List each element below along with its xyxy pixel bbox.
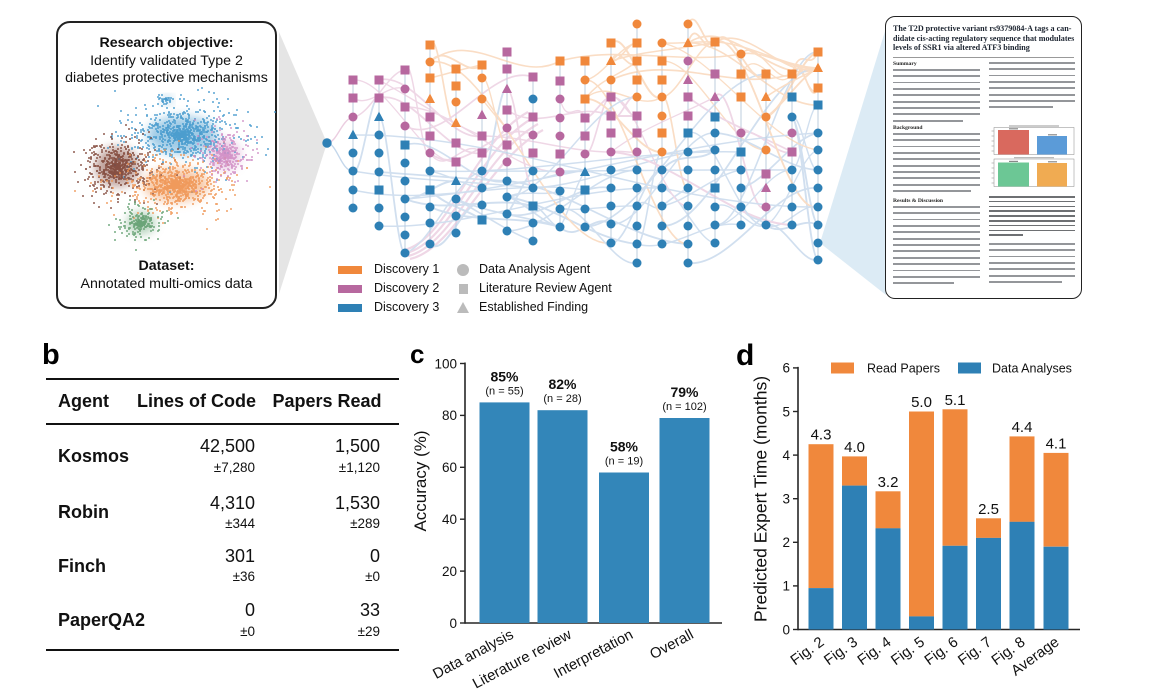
svg-text:4.4: 4.4 xyxy=(1012,419,1033,436)
svg-text:5: 5 xyxy=(782,404,790,419)
svg-text:Accuracy (%): Accuracy (%) xyxy=(411,430,430,531)
svg-text:Overall: Overall xyxy=(647,627,696,663)
svg-text:Fig. 5: Fig. 5 xyxy=(889,634,928,669)
svg-text:5.1: 5.1 xyxy=(945,392,966,409)
svg-text:58%: 58% xyxy=(610,439,639,455)
svg-text:0: 0 xyxy=(449,616,457,631)
svg-text:60: 60 xyxy=(442,460,457,475)
svg-text:82%: 82% xyxy=(548,376,577,392)
svg-text:Fig. 6: Fig. 6 xyxy=(922,634,961,669)
svg-text:85%: 85% xyxy=(490,368,519,384)
svg-text:4.1: 4.1 xyxy=(1046,435,1067,452)
svg-text:3.2: 3.2 xyxy=(878,474,899,491)
svg-text:20: 20 xyxy=(442,564,457,579)
svg-text:Fig. 4: Fig. 4 xyxy=(855,634,894,669)
svg-text:Read Papers: Read Papers xyxy=(867,362,940,376)
svg-text:(n = 19): (n = 19) xyxy=(605,456,643,468)
svg-text:Literature review: Literature review xyxy=(470,627,574,693)
svg-text:4.3: 4.3 xyxy=(811,427,832,444)
svg-text:Fig. 2: Fig. 2 xyxy=(788,634,827,669)
svg-text:4: 4 xyxy=(782,448,790,463)
svg-text:6: 6 xyxy=(782,361,790,376)
svg-text:2.5: 2.5 xyxy=(978,501,999,518)
svg-text:0: 0 xyxy=(782,622,790,637)
svg-text:80: 80 xyxy=(442,408,457,423)
svg-text:40: 40 xyxy=(442,512,457,527)
svg-text:(n = 28): (n = 28) xyxy=(543,393,581,405)
svg-text:Predicted Expert Time (months): Predicted Expert Time (months) xyxy=(751,376,771,622)
svg-text:5.0: 5.0 xyxy=(911,394,932,411)
svg-text:Data Analyses: Data Analyses xyxy=(992,362,1072,376)
svg-text:100: 100 xyxy=(434,356,457,371)
svg-text:Fig. 3: Fig. 3 xyxy=(822,634,861,669)
svg-text:2: 2 xyxy=(782,535,790,550)
svg-text:(n = 55): (n = 55) xyxy=(485,385,523,397)
svg-text:4.0: 4.0 xyxy=(844,439,865,456)
svg-text:1: 1 xyxy=(782,579,790,594)
svg-text:3: 3 xyxy=(782,492,790,507)
svg-text:79%: 79% xyxy=(670,384,699,400)
svg-text:Fig. 7: Fig. 7 xyxy=(956,634,995,669)
svg-text:(n = 102): (n = 102) xyxy=(662,401,706,413)
